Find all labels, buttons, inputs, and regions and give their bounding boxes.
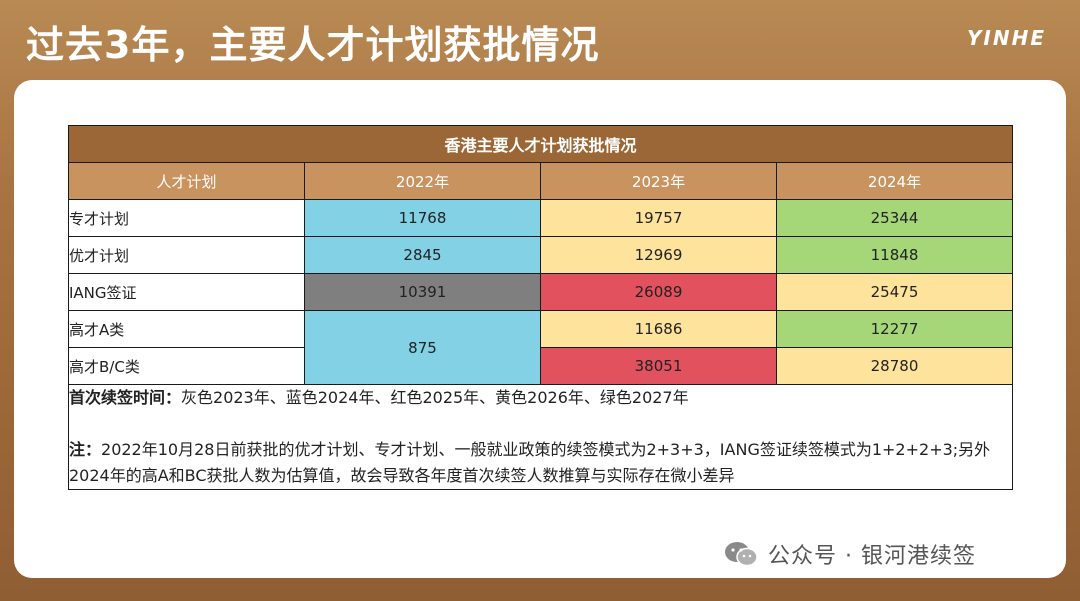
cell-2022: 2845 <box>304 236 541 274</box>
row-label: 高才A类 <box>68 310 305 348</box>
notes-cell: 首次续签时间：灰色2023年、蓝色2024年、红色2025年、黄色2026年、绿… <box>67 384 1014 490</box>
cell-2024: 12277 <box>775 310 1014 348</box>
renewal-text: 灰色2023年、蓝色2024年、红色2025年、黄色2026年、绿色2027年 <box>181 388 689 407</box>
row-label: 高才B/C类 <box>68 347 305 385</box>
table-row: 优才计划 2845 12969 11848 <box>68 236 1014 274</box>
table-row: 高才B/C类 38051 28780 <box>68 347 1014 385</box>
cell-2022: 10391 <box>304 273 541 311</box>
cell-2024: 25344 <box>775 199 1014 237</box>
table-caption: 香港主要人才计划获批情况 <box>67 125 1014 163</box>
row-label: 优才计划 <box>68 236 305 274</box>
row-label: 专才计划 <box>68 199 305 237</box>
cell-2022: 11768 <box>304 199 541 237</box>
table-row: 专才计划 11768 19757 25344 <box>68 199 1014 237</box>
renewal-legend: 首次续签时间：灰色2023年、蓝色2024年、红色2025年、黄色2026年、绿… <box>69 385 1012 411</box>
cell-2023: 11686 <box>540 310 777 348</box>
column-header-2024: 2024年 <box>775 162 1014 200</box>
row-label: IANG签证 <box>68 273 305 311</box>
watermark-text: 公众号 · 银河港续签 <box>768 544 976 569</box>
column-header-2023: 2023年 <box>540 162 777 200</box>
cell-2024: 28780 <box>775 347 1014 385</box>
watermark: 公众号 · 银河港续签 <box>724 538 976 570</box>
cell-2024: 25475 <box>775 273 1014 311</box>
cell-2023: 38051 <box>540 347 777 385</box>
table-row: IANG签证 10391 26089 25475 <box>68 273 1014 311</box>
page-title: 过去3年，主要人才计划获批情况 <box>26 23 600 67</box>
column-header-scheme: 人才计划 <box>68 162 305 200</box>
table-row: 高才A类 875 11686 12277 <box>68 310 1014 385</box>
wechat-icon <box>725 542 758 567</box>
cell-2023: 26089 <box>540 273 777 311</box>
talent-scheme-table: 香港主要人才计划获批情况 人才计划 2022年 2023年 2024年 专才计划… <box>67 125 1014 490</box>
note-text: 2022年10月28日前获批的优才计划、专才计划、一般就业政策的续签模式为2+3… <box>69 440 991 485</box>
cell-2023: 19757 <box>540 199 777 237</box>
column-header-2022: 2022年 <box>304 162 541 200</box>
brand-logo: YINHE <box>966 26 1046 50</box>
footnote: 注：2022年10月28日前获批的优才计划、专才计划、一般就业政策的续签模式为2… <box>69 437 1012 489</box>
note-label: 注： <box>69 440 102 459</box>
cell-2022-merged: 875 <box>304 310 541 385</box>
renewal-label: 首次续签时间： <box>69 388 182 407</box>
cell-2023: 12969 <box>540 236 777 274</box>
cell-2024: 11848 <box>775 236 1014 274</box>
